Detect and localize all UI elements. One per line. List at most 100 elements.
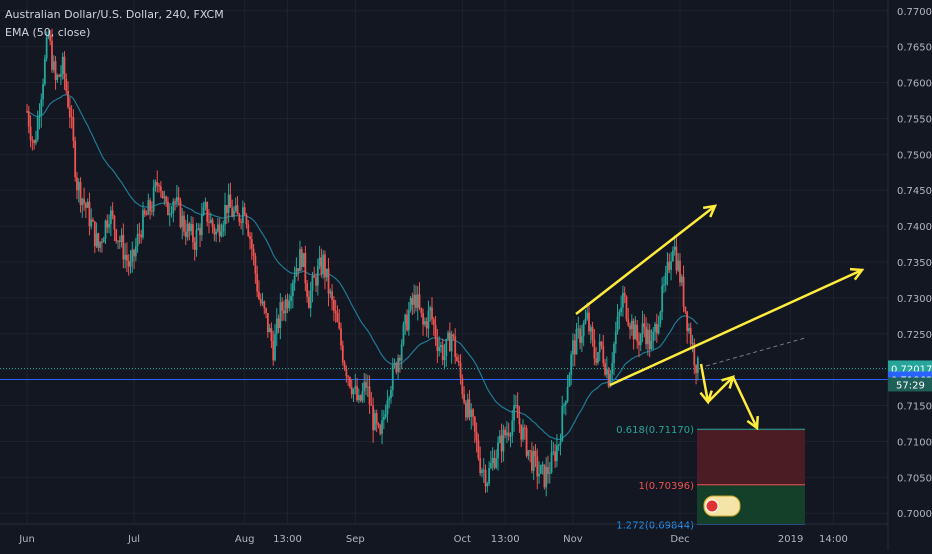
candle-body <box>638 341 640 346</box>
candle-body <box>193 242 196 250</box>
candle-body <box>457 361 460 363</box>
candle-body <box>604 363 606 375</box>
candle-body <box>334 310 337 314</box>
candle-body <box>58 75 61 77</box>
candle-body <box>525 428 528 456</box>
candle-body <box>318 257 321 267</box>
candle-body <box>268 328 271 333</box>
candle-body <box>600 341 603 346</box>
candle-body <box>675 246 678 271</box>
candle-body <box>167 201 169 216</box>
candle-body <box>295 268 298 276</box>
candles <box>26 28 699 497</box>
candle-body <box>336 313 339 322</box>
candle-body <box>140 234 143 238</box>
candle-body <box>197 228 200 230</box>
candle-body <box>514 405 517 407</box>
candle-body <box>475 431 478 441</box>
candle-body <box>695 365 697 373</box>
ema-line <box>26 94 699 440</box>
candle-body <box>56 75 59 80</box>
candle-body <box>266 312 269 333</box>
candle-body <box>327 268 330 294</box>
ema-50-line <box>26 94 699 440</box>
candle-body <box>673 246 676 251</box>
candle-body <box>468 399 471 417</box>
candle-body <box>402 324 405 345</box>
candle-body <box>108 224 110 228</box>
upper-channel-arrow-head <box>702 204 718 218</box>
candle-body <box>646 329 649 345</box>
candle-body <box>113 215 116 230</box>
candle-body <box>26 111 28 113</box>
candle-body <box>363 382 366 392</box>
candle-body <box>493 457 496 468</box>
candle-body <box>570 354 573 375</box>
candle-body <box>368 386 371 405</box>
candle-body <box>288 301 291 309</box>
candle-body <box>195 229 198 250</box>
candle-body <box>395 363 398 372</box>
candle-body <box>233 210 235 217</box>
candle-body <box>236 205 239 215</box>
candle-body <box>580 336 583 343</box>
candle-body <box>522 427 524 440</box>
candle-body <box>598 341 601 353</box>
candle-body <box>696 357 699 373</box>
candle-body <box>620 307 623 313</box>
candle-body <box>538 473 540 477</box>
candle-body <box>555 445 558 462</box>
upper-channel-arrow <box>575 205 716 315</box>
candle-body <box>72 117 75 141</box>
candle-body <box>340 328 342 346</box>
candle-body <box>349 377 351 387</box>
candle-body <box>498 435 501 443</box>
candle-body <box>27 111 30 127</box>
candle-body <box>61 56 64 74</box>
candle-body <box>607 369 610 387</box>
candle-body <box>304 253 307 284</box>
candle-body <box>589 327 592 332</box>
candle-body <box>361 391 364 401</box>
candle-body <box>147 200 150 215</box>
candle-body <box>423 321 426 325</box>
candle-body <box>655 324 658 334</box>
candle-body <box>390 389 392 399</box>
candle-body <box>320 257 323 274</box>
fib-label: 0.618(0.71170) <box>616 425 694 436</box>
candle-body <box>586 312 589 319</box>
candle-body <box>393 363 396 365</box>
candle-body <box>170 212 173 214</box>
candle-body <box>270 328 273 342</box>
fib-zone-red <box>697 429 805 485</box>
candle-body <box>593 339 596 359</box>
candle-body <box>486 483 489 487</box>
candle-body <box>682 276 685 307</box>
candle-body <box>250 239 253 249</box>
candle-body <box>566 386 569 402</box>
candle-body <box>95 233 98 247</box>
candle-body <box>573 340 576 355</box>
candle-body <box>33 140 36 144</box>
candle-body <box>443 356 446 360</box>
candle-body <box>456 357 458 362</box>
candle-body <box>350 386 353 395</box>
candle-body <box>161 191 164 199</box>
candle-body <box>199 228 201 236</box>
candle-body <box>429 307 432 311</box>
candle-body <box>163 196 166 199</box>
candle-body <box>416 294 419 308</box>
candle-body <box>557 444 560 446</box>
candle-body <box>588 312 590 332</box>
candle-body <box>547 466 549 474</box>
candle-body <box>35 139 37 144</box>
candle-body <box>315 277 317 286</box>
candle-body <box>668 261 671 270</box>
